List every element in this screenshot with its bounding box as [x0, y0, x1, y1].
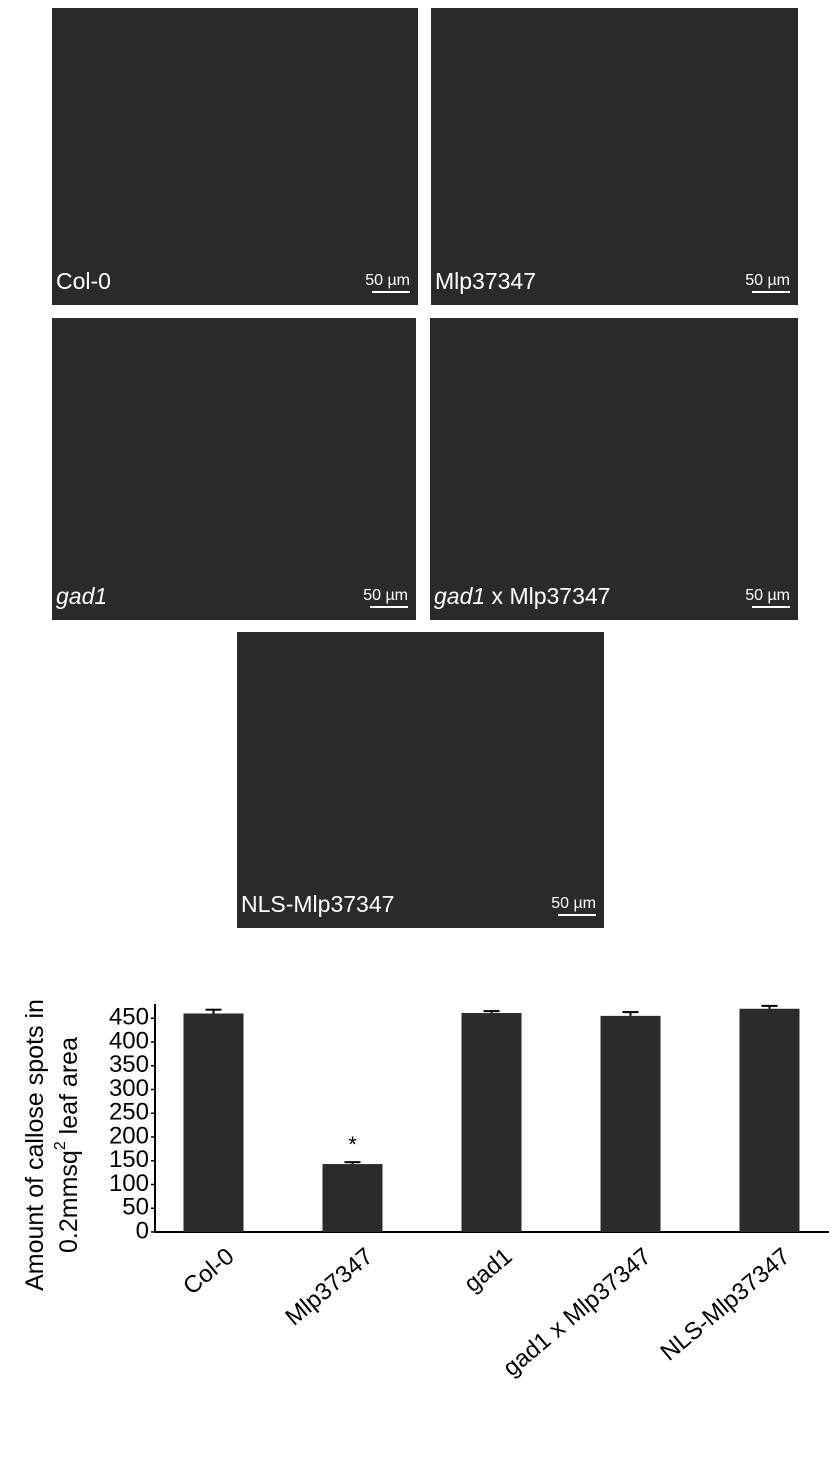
scale-label: 50 µm — [551, 895, 596, 912]
y-tick-label: 450 — [109, 1004, 149, 1031]
x-tick-label: Col-0 — [178, 1243, 239, 1301]
y-tick-label: 300 — [109, 1075, 149, 1102]
micrograph — [430, 318, 798, 620]
panel-label: gad1 x Mlp37347 — [434, 583, 610, 609]
label-part: Col-0 — [56, 268, 111, 294]
figure: Col-0 50 µm Mlp37347 50 µm gad1 50 µm gad1 x M… — [0, 0, 829, 1466]
scale-label: 50 µm — [745, 272, 790, 289]
page: Col-0 50 µm Mlp37347 50 µm gad1 50 µm gad1 x M… — [0, 0, 829, 1466]
y-axis-title: 0.2mmsq2 leaf area — [52, 1037, 82, 1253]
x-tick-label: gad1 — [459, 1243, 517, 1298]
micrograph — [237, 632, 604, 928]
y-tick-label: 400 — [109, 1027, 149, 1054]
panel-label: Mlp37347 — [435, 268, 536, 294]
scale-label: 50 µm — [365, 272, 410, 289]
y-axis-title: Amount of callose spots in — [21, 999, 49, 1291]
y-tick-label: 250 — [109, 1099, 149, 1126]
label-part: x Mlp37347 — [485, 583, 610, 609]
annotation: * — [348, 1132, 357, 1157]
y-title-line: 0.2mmsq — [55, 1150, 83, 1253]
y-tick-label: 50 — [122, 1194, 149, 1221]
scale-label: 50 µm — [363, 587, 408, 604]
label-part: NLS-Mlp37347 — [241, 891, 394, 917]
y-tick-label: 200 — [109, 1122, 149, 1149]
scale-label: 50 µm — [745, 587, 790, 604]
label-part: gad1 — [56, 583, 107, 609]
micrograph — [431, 8, 798, 305]
y-tick-label: 0 — [136, 1217, 149, 1244]
y-title-sup: 2 — [52, 1141, 69, 1150]
y-tick-label: 100 — [109, 1170, 149, 1197]
y-title-line: leaf area — [55, 1037, 83, 1141]
y-tick-label: 350 — [109, 1051, 149, 1078]
label-part: gad1 — [434, 583, 485, 609]
panel-label: gad1 — [56, 583, 107, 609]
panel-label: Col-0 — [56, 268, 111, 294]
x-tick-label: Mlp37347 — [280, 1243, 378, 1331]
bar — [184, 1014, 244, 1233]
y-tick-label: 150 — [109, 1146, 149, 1173]
panel-label: NLS-Mlp37347 — [241, 891, 394, 917]
bar — [740, 1009, 800, 1232]
bar — [462, 1013, 522, 1232]
x-tick-label: NLS-Mlp37347 — [655, 1243, 795, 1367]
micrograph — [52, 8, 418, 305]
label-part: Mlp37347 — [435, 268, 536, 294]
bar — [323, 1164, 383, 1232]
y-title-line: Amount of callose spots in — [21, 999, 49, 1291]
bar — [601, 1016, 661, 1232]
micrograph — [52, 318, 416, 620]
x-tick-label: gad1 x Mlp37347 — [498, 1243, 656, 1382]
